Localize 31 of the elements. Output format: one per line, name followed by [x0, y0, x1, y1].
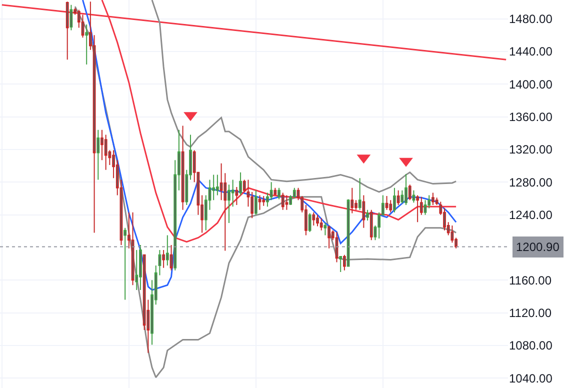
candlestick	[404, 173, 408, 206]
candlestick	[131, 212, 134, 286]
candlestick	[181, 125, 184, 210]
y-tick-label: 1320.00	[509, 142, 553, 157]
y-tick-label: 1360.00	[509, 110, 553, 124]
candlestick	[328, 224, 330, 249]
candlestick	[281, 192, 284, 210]
candlestick	[420, 196, 423, 216]
line-series	[82, 0, 457, 291]
line-series	[74, 6, 457, 378]
y-tick-label: 1120.00	[509, 306, 552, 320]
y-tick-label: 1040.00	[509, 371, 553, 386]
candlestick	[432, 192, 434, 206]
y-tick-label: 1240.00	[509, 208, 553, 222]
candlestick	[104, 134, 108, 170]
ref-line-label: 1200.90	[516, 240, 560, 254]
candlestick	[416, 194, 419, 223]
line-series	[151, 0, 457, 193]
candlestick	[316, 214, 319, 227]
candlestick	[66, 1, 69, 60]
y-tick-label: 1480.00	[509, 12, 553, 26]
y-tick-label: 1400.00	[509, 77, 553, 92]
candlestick	[370, 209, 373, 241]
y-tick-label: 1080.00	[509, 338, 553, 353]
y-tick-label: 1280.00	[509, 175, 553, 190]
candlestick	[262, 196, 266, 206]
candlestick	[254, 190, 258, 216]
candlestick	[285, 194, 288, 210]
y-tick-label: 1160.00	[509, 273, 552, 288]
candlestick	[393, 187, 396, 213]
y-tick-label: 1440.00	[509, 44, 553, 59]
